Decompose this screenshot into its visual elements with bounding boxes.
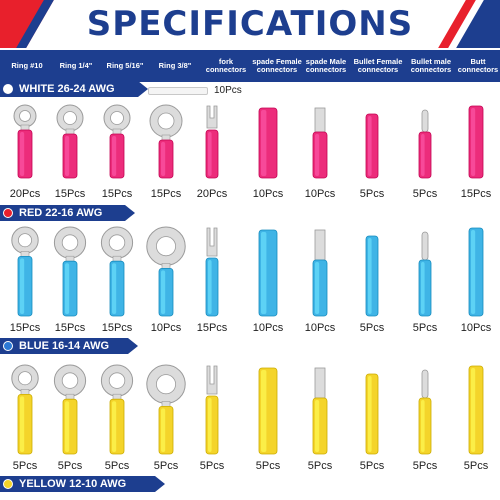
column-header: Ring 5/16" [106,61,144,70]
connector-icon [190,362,234,458]
quantity-label: 15Pcs [460,188,492,200]
quantity-label: 15Pcs [101,322,133,334]
quantity-label: 15Pcs [54,322,86,334]
quantity-label: 10Pcs [252,322,284,334]
column-header: Bullet Female connectors [353,57,403,74]
connector-icon [350,362,394,458]
connector-icon [48,224,92,320]
quantity-label: 15Pcs [54,188,86,200]
column-header: fork connectors [205,57,247,74]
quantity-label: 10Pcs [150,322,182,334]
connector-icon [144,224,188,320]
section-label: YELLOW 12-10 AWG [19,478,127,490]
yellow-dot-icon [3,479,13,489]
column-header: Bullet male connectors [410,57,452,74]
quantity-label: 20Pcs [9,188,41,200]
column-header: spade Female connectors [252,57,302,74]
tube-quantity: 10Pcs [214,85,242,96]
column-header: spade Male connectors [305,57,347,74]
connector-icon [454,224,498,320]
connector-icon [144,362,188,458]
connector-icon [246,362,290,458]
connector-icon [403,224,447,320]
connector-icon [95,102,139,182]
connector-icon [350,224,394,320]
connector-icon [190,224,234,320]
connector-icon [298,224,342,320]
connector-icon [190,102,234,182]
quantity-label: 10Pcs [460,322,492,334]
section-red: RED 22-16 AWG [0,205,135,221]
quantity-label: 5Pcs [463,460,489,472]
connector-row-white: 20Pcs 15Pcs 15Pcs 15Pcs 20Pcs 10Pcs 10Pcs 5Pcs 5… [0,102,500,202]
connector-row-blue: 5Pcs 5Pcs 5Pcs 5Pcs 5Pcs 5Pcs 5Pcs 5Pcs 5Pcs 5Pcs [0,362,500,477]
connector-icon [48,102,92,182]
quantity-label: 15Pcs [196,322,228,334]
page-title: SPECIFICATIONS [86,4,414,44]
section-white: WHITE 26-24 AWG [0,81,148,97]
quantity-label: 5Pcs [307,460,333,472]
quantity-label: 5Pcs [412,188,438,200]
heat-shrink-tube: 10Pcs [148,85,242,96]
connector-icon [246,224,290,320]
quantity-label: 5Pcs [359,322,385,334]
section-label: BLUE 16-14 AWG [19,340,110,352]
connector-icon [95,362,139,458]
column-header: Ring #10 [11,61,43,70]
connector-icon [454,102,498,182]
section-yellow: YELLOW 12-10 AWG [0,476,165,492]
section-label: RED 22-16 AWG [19,207,103,219]
quantity-label: 5Pcs [153,460,179,472]
quantity-label: 10Pcs [304,322,336,334]
connector-icon [144,102,188,182]
column-header: Ring 3/8" [158,61,192,70]
connector-icon [3,362,47,458]
connector-icon [298,362,342,458]
title-banner: SPECIFICATIONS [0,0,500,48]
quantity-label: 5Pcs [359,188,385,200]
quantity-label: 15Pcs [150,188,182,200]
connector-icon [298,102,342,182]
connector-icon [403,102,447,182]
white-dot-icon [3,84,13,94]
quantity-label: 5Pcs [359,460,385,472]
tube-icon [148,86,208,95]
quantity-label: 15Pcs [9,322,41,334]
quantity-label: 5Pcs [199,460,225,472]
section-label: WHITE 26-24 AWG [19,83,115,95]
connector-icon [95,224,139,320]
column-header-bar: Ring #10 Ring 1/4" Ring 5/16" Ring 3/8" fork… [0,50,500,82]
quantity-label: 15Pcs [101,188,133,200]
connector-icon [350,102,394,182]
connector-icon [48,362,92,458]
quantity-label: 5Pcs [412,322,438,334]
quantity-label: 10Pcs [252,188,284,200]
connector-row-red: 15Pcs 15Pcs 15Pcs 10Pcs 15Pcs 10Pcs 10Pcs 5Pcs 5… [0,224,500,339]
section-blue: BLUE 16-14 AWG [0,338,138,354]
quantity-label: 5Pcs [412,460,438,472]
quantity-label: 10Pcs [304,188,336,200]
quantity-label: 5Pcs [12,460,38,472]
connector-icon [246,102,290,182]
column-header: Ring 1/4" [59,61,93,70]
quantity-label: 5Pcs [104,460,130,472]
quantity-label: 5Pcs [255,460,281,472]
connector-icon [3,224,47,320]
blue-dot-icon [3,341,13,351]
connector-icon [3,102,47,182]
connector-icon [403,362,447,458]
red-dot-icon [3,208,13,218]
quantity-label: 5Pcs [57,460,83,472]
quantity-label: 20Pcs [196,188,228,200]
connector-icon [454,362,498,458]
column-header: Butt connectors [457,57,499,74]
